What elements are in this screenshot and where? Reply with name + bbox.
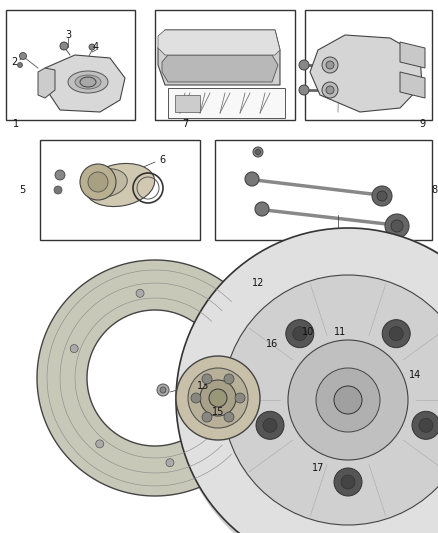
Text: 11: 11 bbox=[334, 327, 346, 337]
Circle shape bbox=[412, 411, 438, 439]
Circle shape bbox=[286, 320, 314, 348]
Circle shape bbox=[70, 345, 78, 353]
Circle shape bbox=[55, 170, 65, 180]
Bar bbox=[40, 140, 200, 240]
Ellipse shape bbox=[83, 168, 127, 197]
Circle shape bbox=[80, 164, 116, 200]
Circle shape bbox=[341, 475, 355, 489]
Circle shape bbox=[414, 376, 426, 388]
Circle shape bbox=[54, 186, 62, 194]
Text: 8: 8 bbox=[431, 185, 437, 195]
Circle shape bbox=[20, 52, 27, 60]
Circle shape bbox=[253, 147, 263, 157]
Circle shape bbox=[96, 440, 104, 448]
Circle shape bbox=[255, 149, 261, 155]
Circle shape bbox=[209, 389, 227, 407]
Ellipse shape bbox=[313, 464, 327, 475]
Circle shape bbox=[326, 86, 334, 94]
Circle shape bbox=[188, 368, 248, 428]
Text: 14: 14 bbox=[409, 370, 421, 380]
Circle shape bbox=[224, 374, 234, 384]
Circle shape bbox=[372, 186, 392, 206]
Circle shape bbox=[224, 412, 234, 422]
Circle shape bbox=[235, 393, 245, 403]
Polygon shape bbox=[38, 68, 55, 98]
Text: 7: 7 bbox=[182, 119, 188, 129]
Text: 2: 2 bbox=[11, 57, 17, 67]
Circle shape bbox=[334, 386, 362, 414]
Circle shape bbox=[245, 172, 259, 186]
Circle shape bbox=[419, 418, 433, 432]
Circle shape bbox=[377, 191, 387, 201]
Circle shape bbox=[89, 44, 95, 50]
Circle shape bbox=[202, 412, 212, 422]
Circle shape bbox=[160, 387, 166, 393]
Circle shape bbox=[18, 62, 22, 68]
Ellipse shape bbox=[80, 77, 96, 87]
Circle shape bbox=[263, 418, 277, 432]
Circle shape bbox=[223, 275, 438, 525]
Polygon shape bbox=[162, 55, 278, 82]
Ellipse shape bbox=[75, 75, 101, 89]
Bar bbox=[305, 10, 432, 120]
Circle shape bbox=[288, 340, 408, 460]
Text: 6: 6 bbox=[159, 155, 165, 165]
Circle shape bbox=[417, 379, 423, 385]
Polygon shape bbox=[158, 30, 280, 55]
Circle shape bbox=[299, 85, 309, 95]
Circle shape bbox=[136, 289, 144, 297]
Polygon shape bbox=[400, 42, 425, 68]
Circle shape bbox=[176, 356, 260, 440]
Circle shape bbox=[176, 228, 438, 533]
Bar bbox=[215, 140, 432, 240]
Circle shape bbox=[385, 214, 409, 238]
Circle shape bbox=[315, 465, 325, 475]
Circle shape bbox=[299, 60, 309, 70]
Circle shape bbox=[202, 374, 212, 384]
Circle shape bbox=[157, 384, 169, 396]
Polygon shape bbox=[310, 35, 422, 112]
Text: 5: 5 bbox=[19, 185, 25, 195]
Circle shape bbox=[326, 61, 334, 69]
Ellipse shape bbox=[85, 164, 155, 207]
Circle shape bbox=[293, 327, 307, 341]
Circle shape bbox=[200, 380, 236, 416]
Circle shape bbox=[322, 82, 338, 98]
Circle shape bbox=[166, 459, 174, 467]
Circle shape bbox=[191, 393, 201, 403]
Circle shape bbox=[264, 349, 276, 361]
Circle shape bbox=[267, 352, 273, 358]
Bar bbox=[6, 10, 135, 120]
Text: 12: 12 bbox=[252, 278, 265, 288]
Polygon shape bbox=[175, 95, 200, 112]
Circle shape bbox=[322, 57, 338, 73]
Circle shape bbox=[316, 368, 380, 432]
Circle shape bbox=[391, 220, 403, 232]
Text: 17: 17 bbox=[312, 463, 324, 473]
Bar bbox=[155, 10, 295, 120]
Ellipse shape bbox=[309, 461, 331, 479]
Polygon shape bbox=[400, 72, 425, 98]
Text: 4: 4 bbox=[93, 42, 99, 52]
Circle shape bbox=[389, 327, 403, 341]
Circle shape bbox=[334, 468, 362, 496]
Text: 16: 16 bbox=[266, 339, 278, 349]
Polygon shape bbox=[45, 55, 125, 112]
Circle shape bbox=[382, 320, 410, 348]
Text: 9: 9 bbox=[419, 119, 425, 129]
Text: 10: 10 bbox=[302, 327, 314, 337]
Circle shape bbox=[88, 172, 108, 192]
Text: 13: 13 bbox=[197, 381, 209, 391]
Text: 15: 15 bbox=[212, 407, 224, 417]
Ellipse shape bbox=[68, 71, 108, 93]
Circle shape bbox=[256, 411, 284, 439]
Bar bbox=[168, 88, 285, 118]
Polygon shape bbox=[37, 260, 238, 496]
Text: 3: 3 bbox=[65, 30, 71, 40]
Text: 1: 1 bbox=[13, 119, 19, 129]
Circle shape bbox=[60, 42, 68, 50]
Ellipse shape bbox=[177, 229, 438, 533]
Circle shape bbox=[255, 202, 269, 216]
Polygon shape bbox=[158, 30, 280, 85]
